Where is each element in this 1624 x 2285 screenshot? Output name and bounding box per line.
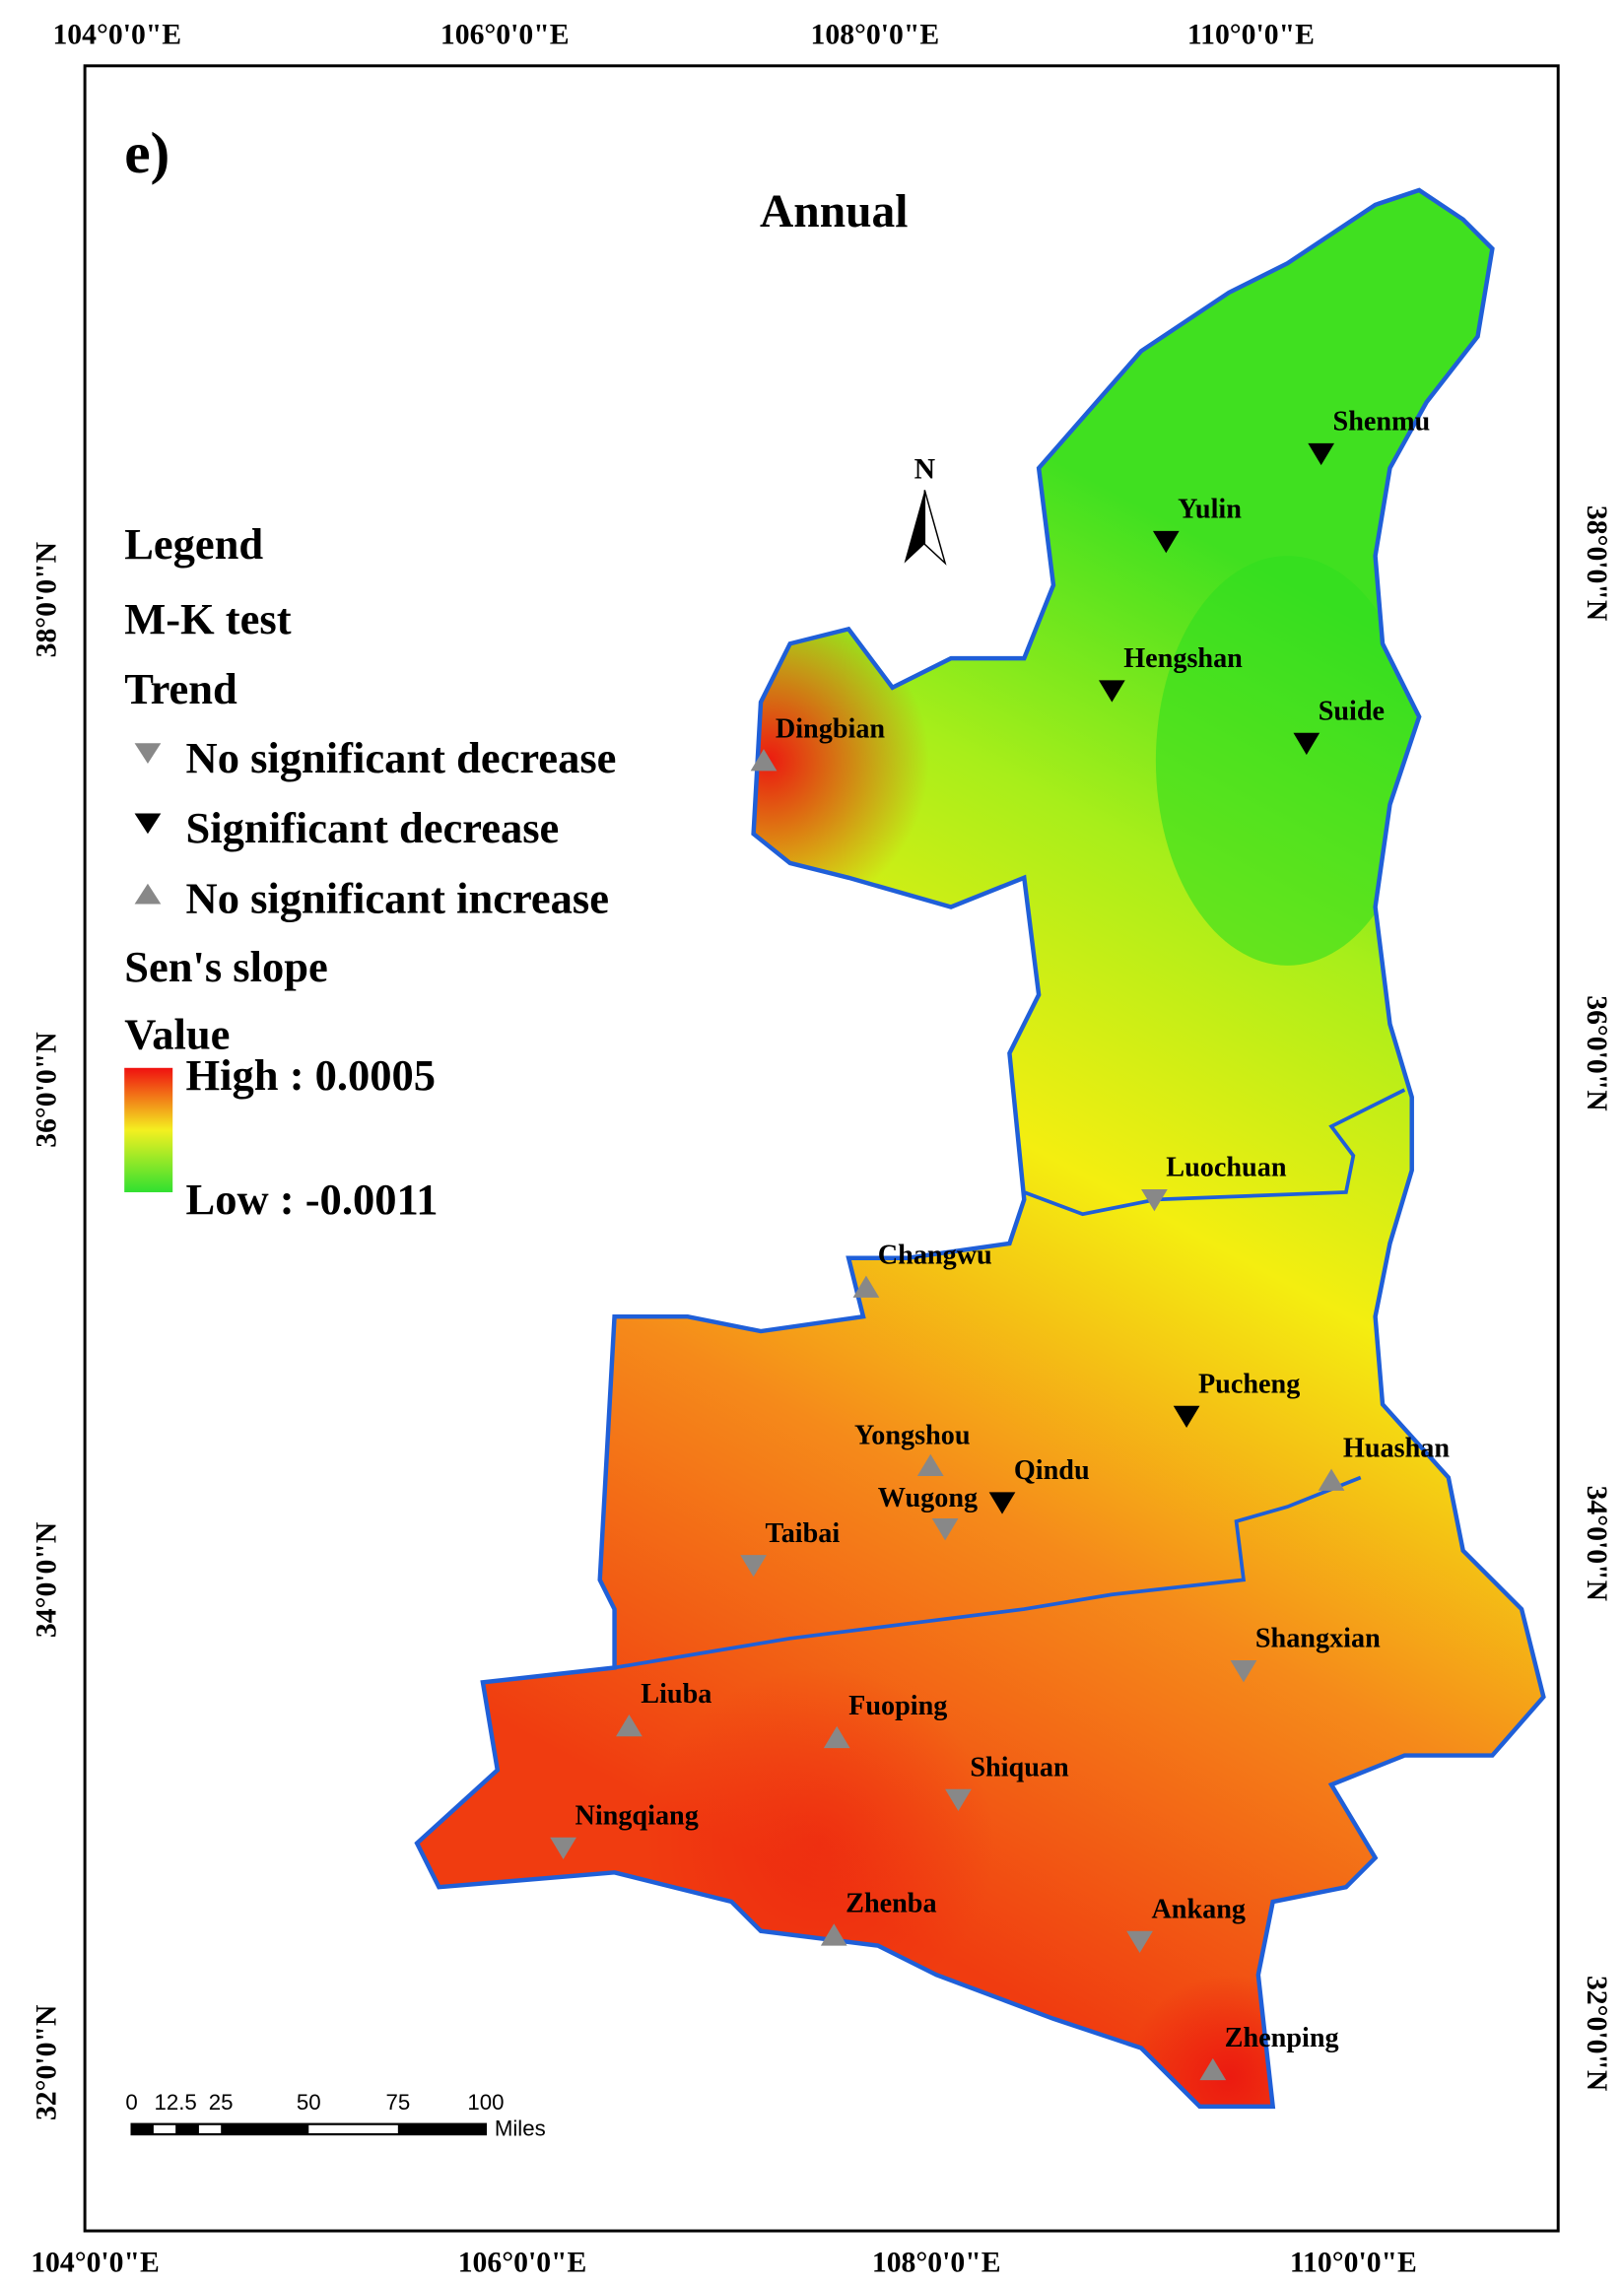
station-marker: [550, 1837, 576, 1859]
station-marker: [740, 1555, 767, 1578]
graticule-label: 32°0'0"N: [1581, 1976, 1612, 2092]
station-label: Fuoping: [848, 1691, 947, 1721]
legend-symbol: [134, 743, 162, 764]
station-label: Changwu: [878, 1241, 992, 1271]
station-label: Ankang: [1151, 1894, 1246, 1924]
station-label: Wugong: [878, 1483, 978, 1513]
scale-label: 50: [297, 2090, 321, 2115]
station-label: Shiquan: [970, 1752, 1069, 1782]
station-marker: [1308, 442, 1335, 466]
graticule-label: 36°0'0"N: [31, 1032, 62, 1148]
legend-high: High : 0.0005: [186, 1050, 437, 1100]
legend-value: Value: [124, 1009, 230, 1058]
station-label: Yulin: [1178, 495, 1242, 525]
graticule-label: 34°0'0"N: [31, 1521, 62, 1638]
scale-label: 75: [385, 2090, 410, 2115]
station-label: Luochuan: [1166, 1153, 1287, 1183]
station-marker: [750, 749, 778, 772]
station-marker: [823, 1725, 850, 1749]
station-marker: [945, 1788, 972, 1811]
north-label: N: [914, 453, 936, 485]
scale-label: 12.5: [155, 2090, 197, 2115]
graticule-label: 32°0'0"N: [31, 2004, 62, 2120]
legend-item: No significant decrease: [186, 733, 617, 782]
legend: Legend M-K test Trend No significant dec…: [124, 519, 616, 1224]
graticule-label: 38°0'0"N: [31, 541, 62, 657]
station-label: Qindu: [1014, 1455, 1090, 1486]
legend-symbol: [134, 883, 162, 905]
station-label: Suide: [1319, 696, 1385, 726]
station-marker: [931, 1518, 959, 1541]
north-arrow: N: [904, 453, 947, 566]
station-label: Shenmu: [1333, 406, 1431, 437]
station-marker: [820, 1923, 847, 1946]
station-label: Yongshou: [854, 1420, 971, 1450]
station-marker: [1141, 1189, 1168, 1212]
scale-bar: [130, 2122, 488, 2136]
scale-unit: Miles: [495, 2117, 546, 2141]
graticule-label: 38°0'0"N: [1581, 505, 1612, 622]
station-marker: [1230, 1660, 1257, 1683]
station-label: Taibai: [765, 1518, 840, 1549]
legend-test: M-K test: [124, 594, 292, 643]
graticule-label: 106°0'0"E: [458, 2248, 587, 2279]
graticule-label: 108°0'0"E: [811, 20, 940, 51]
station-label: Hengshan: [1123, 643, 1243, 674]
legend-low: Low : -0.0011: [186, 1175, 439, 1224]
graticule-label: 104°0'0"E: [31, 2248, 160, 2279]
station-marker: [988, 1492, 1016, 1514]
station-label: Huashan: [1343, 1434, 1450, 1464]
legend-symbol: [134, 813, 162, 835]
station-marker: [852, 1275, 880, 1298]
graticule-label: 104°0'0"E: [52, 20, 181, 51]
graticule-label: 110°0'0"E: [1290, 2248, 1417, 2279]
scale-label: 100: [467, 2090, 504, 2115]
graticule-label: 110°0'0"E: [1187, 20, 1315, 51]
map-title: Annual: [760, 186, 909, 237]
legend-trend: Trend: [124, 664, 237, 713]
legend-item: No significant increase: [186, 873, 609, 922]
region-boundary: [614, 1088, 1406, 1670]
station-marker: [1098, 680, 1125, 703]
scale-label: 25: [209, 2090, 234, 2115]
legend-item: Significant decrease: [186, 803, 560, 852]
legend-slope: Sen's slope: [124, 942, 328, 991]
legend-heading: Legend: [124, 519, 263, 569]
station-label: Ningqiang: [575, 1800, 698, 1831]
panel-label: e): [124, 120, 169, 185]
graticule-label: 106°0'0"E: [440, 20, 570, 51]
station-label: Liuba: [641, 1679, 711, 1710]
station-label: Pucheng: [1198, 1369, 1300, 1399]
station-marker: [1126, 1930, 1153, 1953]
graticule-label: 36°0'0"N: [1581, 995, 1612, 1111]
station-marker: [1173, 1405, 1200, 1429]
station-label: Zhenba: [846, 1888, 936, 1918]
station-marker: [1293, 732, 1320, 756]
station-marker: [1152, 530, 1180, 554]
graticule-label: 34°0'0"N: [1581, 1486, 1612, 1602]
station-marker: [1318, 1468, 1345, 1491]
color-ramp: [124, 1067, 173, 1192]
station-label: Shangxian: [1255, 1624, 1381, 1654]
station-marker: [916, 1453, 944, 1476]
station-label: Zhenping: [1225, 2023, 1339, 2053]
station-marker: [1199, 2057, 1227, 2081]
graticule-label: 108°0'0"E: [872, 2248, 1001, 2279]
station-marker: [616, 1714, 643, 1737]
scale-label: 0: [125, 2090, 137, 2115]
station-label: Dingbian: [776, 713, 886, 744]
